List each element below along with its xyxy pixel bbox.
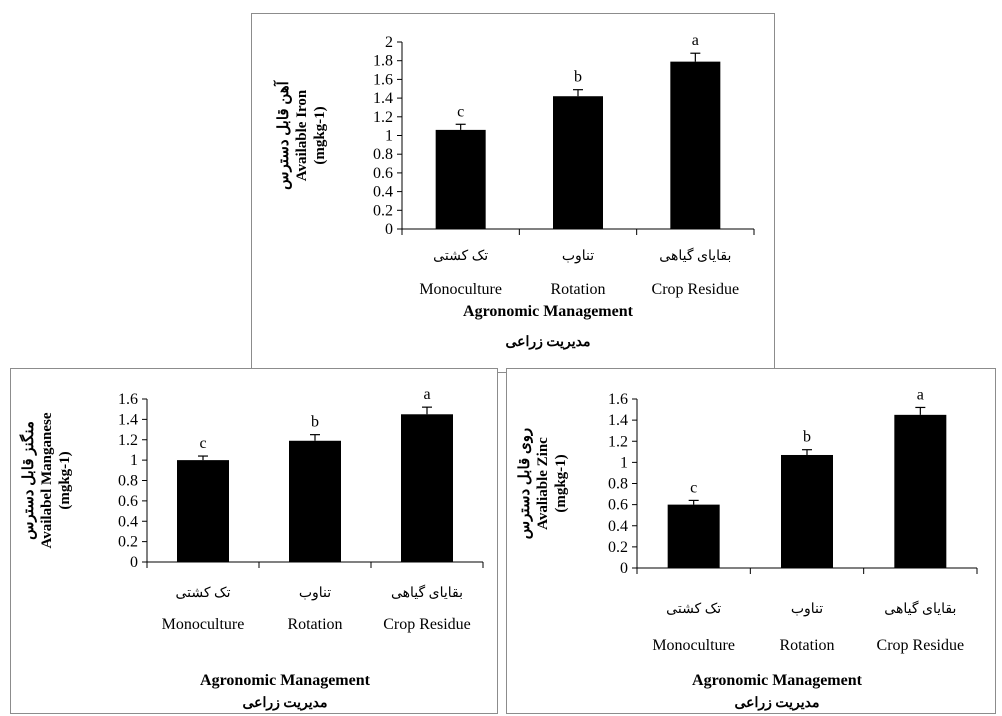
zinc-category-label: Rotation [779,637,834,654]
zinc-x-axis-title: Agronomic Management [692,672,863,689]
manganese-bar [177,460,229,562]
manganese-category-label-fa: تناوب [299,586,331,601]
manganese-y-tick-label: 0.2 [118,534,138,551]
manganese-significance-letter: c [199,435,206,452]
zinc-significance-letter: c [690,479,697,496]
zinc-category-label-fa: تناوب [791,602,823,617]
manganese-bar [401,414,453,562]
iron-category-label-fa: بقایای گیاهی [659,247,731,264]
zinc-bar [667,504,720,568]
iron-chart: 0 0.20.4 0.6 0.81 1.2 1.4 1.61.8 2 c تک کشتی Monoc… [273,32,755,350]
iron-category-label: Monoculture [419,281,502,298]
iron-y-tick-label: 0 [385,221,393,238]
manganese-chart-panel: 0 0.2 0.4 0.6 0.8 1 1.2 1.4 1.6 c تک کشتی Monocultu… [10,368,498,714]
zinc-chart: 0 0.2 0.4 0.6 0.8 1 1.2 1.4 1.6 c تک کشتی Monocultu… [517,386,978,711]
iron-y-tick-label: 0.4 [373,184,393,201]
iron-y-tick-label: 0.6 [373,165,393,182]
iron-y-tick-label: 1.4 [373,90,393,107]
iron-bar [553,96,603,229]
iron-significance-letter: a [692,32,699,49]
manganese-y-tick-label: 1.4 [118,411,138,428]
iron-y-tick-label: 1.2 [373,109,393,126]
iron-category-label: Rotation [550,281,605,298]
manganese-category-label-fa: بقایای گیاهی [391,584,463,601]
manganese-category-label: Crop Residue [383,616,471,633]
manganese-y-tick-label: 1.6 [118,391,138,408]
manganese-y-tick-label: 0.8 [118,473,138,490]
zinc-significance-letter: a [917,386,924,403]
manganese-y-tick-label: 1 [130,452,138,469]
zinc-x-axis-title-fa: مدیریت زراعی [734,696,819,711]
manganese-bar [289,440,341,562]
zinc-y-tick-label: 0 [620,560,628,577]
zinc-y-axis-title-fa: روی قابل دسترس [517,428,533,539]
zinc-y-tick-label: 1.2 [608,433,628,450]
iron-y-axis-unit: (mgkg-1) [312,106,328,164]
zinc-category-label-fa: بقایای گیاهی [884,600,956,617]
manganese-category-label: Monoculture [162,616,245,633]
iron-bar [670,61,721,230]
iron-category-label-fa: تناوب [562,249,594,264]
zinc-y-tick-label: 0.6 [608,497,628,514]
manganese-x-axis-title-fa: مدیریت زراعی [242,696,327,711]
zinc-category-label: Crop Residue [877,637,965,654]
manganese-significance-letter: a [423,386,430,403]
manganese-category-label-fa: تک کشتی [176,586,231,601]
manganese-chart: 0 0.2 0.4 0.6 0.8 1 1.2 1.4 1.6 c تک کشتی Monocultu… [19,386,484,711]
iron-y-tick-label: 0.2 [373,202,393,219]
manganese-category-label: Rotation [287,616,342,633]
iron-y-tick-label: 0.8 [373,146,393,163]
zinc-chart-panel: 0 0.2 0.4 0.6 0.8 1 1.2 1.4 1.6 c تک کشتی Monocultu… [506,368,996,714]
zinc-y-tick-label: 1.4 [608,412,628,429]
iron-y-tick-label: 1.6 [373,71,393,88]
manganese-y-axis-title: Availabel Manganese [39,412,55,548]
zinc-category-label: Monoculture [652,637,735,654]
zinc-bar [894,414,947,568]
iron-y-axis-title-fa: آهن قابل دسترس [273,79,292,189]
manganese-x-axis-title: Agronomic Management [200,672,371,689]
iron-chart-panel: 0 0.2 0.4 0.6 0.8 1 1.2 1.4 1.6 1.8 2 c تک کشتی Monoc… [251,13,775,373]
zinc-y-axis-title: Avaliable Zinc [535,437,551,530]
manganese-y-tick-label: 0.6 [118,493,138,510]
manganese-y-tick-label: 0 [130,554,138,571]
iron-y-axis-title: Available Iron [294,89,310,181]
iron-category-label-fa: تک کشتی [433,249,488,264]
iron-y-tick-label: 1.8 [373,53,393,70]
iron-x-axis-title: Agronomic Management [463,303,634,320]
manganese-significance-letter: b [311,414,319,431]
zinc-y-axis-unit: (mgkg-1) [553,454,569,512]
iron-significance-letter: b [574,69,582,86]
zinc-category-label-fa: تک کشتی [666,602,721,617]
zinc-significance-letter: b [803,429,811,446]
zinc-y-tick-label: 0.2 [608,539,628,556]
zinc-y-tick-label: 0.4 [608,518,628,535]
iron-category-label: Crop Residue [652,281,740,298]
manganese-y-axis-unit: (mgkg-1) [57,451,73,509]
zinc-bar [781,454,833,568]
manganese-y-axis-title-fa: منگنز قابل دسترس [19,421,37,540]
iron-y-tick-label: 1 [385,128,393,145]
iron-y-tick-label: 2 [385,34,393,51]
iron-x-axis-title-fa: مدیریت زراعی [505,335,590,350]
zinc-y-tick-label: 0.8 [608,476,628,493]
zinc-y-tick-label: 1 [620,454,628,471]
manganese-y-tick-label: 1.2 [118,432,138,449]
manganese-y-tick-label: 0.4 [118,513,138,530]
iron-significance-letter: c [457,103,464,120]
iron-bar [435,129,486,229]
zinc-y-tick-label: 1.6 [608,391,628,408]
